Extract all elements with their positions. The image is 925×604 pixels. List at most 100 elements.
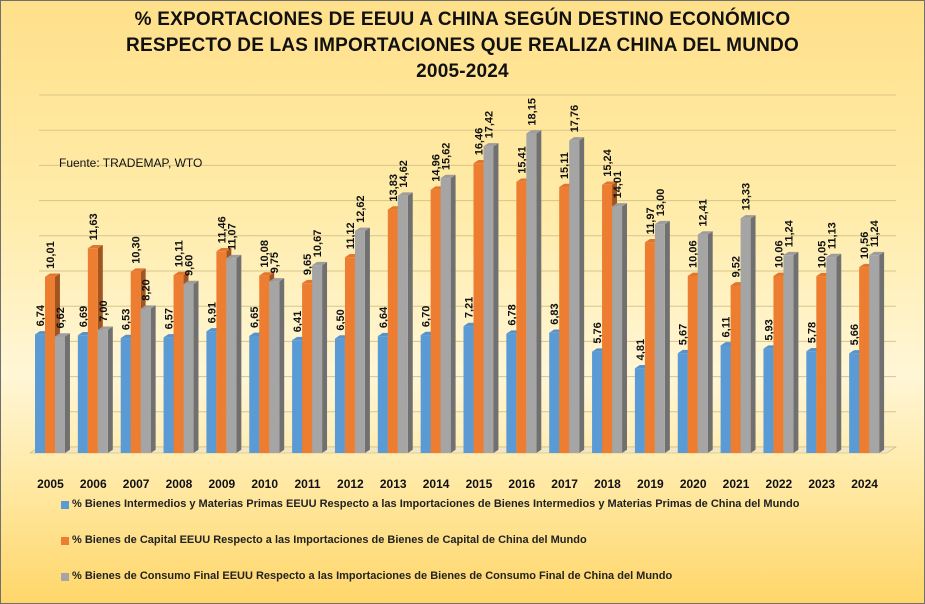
data-label: 11,97	[645, 207, 657, 234]
data-label: 13,33	[741, 183, 753, 211]
x-tick-label: 2023	[808, 477, 835, 491]
bar	[773, 275, 784, 453]
bar	[730, 285, 741, 453]
bar	[463, 326, 474, 453]
legend-swatch-consumer	[61, 573, 69, 581]
data-label: 4,81	[635, 339, 647, 360]
data-label: 5,67	[678, 324, 690, 345]
data-label: 9,65	[302, 254, 314, 275]
bar	[377, 336, 388, 453]
data-label: 14,62	[398, 160, 410, 188]
data-label: 17,42	[484, 111, 496, 139]
data-label: 11,46	[216, 216, 228, 243]
source-note: Fuente: TRADEMAP, WTO	[59, 156, 203, 170]
bar-top	[312, 261, 328, 266]
bar-top	[397, 192, 413, 196]
legend-swatch-capital	[61, 537, 69, 545]
bar	[87, 248, 98, 453]
data-label: 6,62	[55, 307, 67, 328]
bar-top	[87, 245, 103, 249]
bar	[130, 271, 141, 453]
bar	[226, 258, 237, 453]
bar	[173, 275, 184, 453]
data-label: 10,56	[859, 232, 871, 260]
data-label: 6,11	[721, 317, 733, 338]
bar-top	[826, 253, 842, 258]
bar	[163, 337, 174, 453]
bar	[344, 257, 355, 453]
bar	[559, 187, 570, 453]
bar-top	[259, 272, 275, 276]
bar	[302, 283, 313, 453]
data-label: 18,15	[526, 98, 538, 126]
bar	[859, 267, 870, 453]
bar	[654, 224, 665, 453]
data-label: 6,57	[164, 308, 176, 329]
bar-top	[183, 280, 199, 285]
data-label: 5,66	[849, 324, 861, 345]
data-label: 6,78	[506, 304, 518, 325]
bar	[677, 353, 688, 453]
bar-top	[526, 130, 542, 134]
bar	[569, 140, 580, 453]
chart-title-line-2: RESPECTO DE LAS IMPORTACIONES QUE REALIZ…	[126, 35, 799, 56]
x-tick-label: 2006	[80, 477, 107, 491]
bar	[473, 163, 484, 453]
bar-side	[107, 326, 113, 453]
data-label: 9,75	[269, 252, 281, 273]
data-label: 14,01	[612, 171, 624, 199]
data-label: 14,96	[431, 154, 443, 182]
bar-side	[193, 280, 199, 453]
bar	[206, 331, 217, 453]
x-tick-label: 2014	[423, 477, 450, 491]
bar	[55, 336, 65, 453]
bar	[397, 195, 408, 454]
x-tick-label: 2005	[37, 477, 64, 491]
bar-side	[322, 261, 328, 453]
bar	[140, 308, 151, 453]
bar-side	[364, 227, 370, 453]
data-label: 10,06	[773, 240, 785, 268]
x-tick-label: 2008	[166, 477, 193, 491]
data-label: 9,52	[731, 256, 743, 277]
bar-side	[750, 215, 756, 453]
bar	[183, 284, 194, 453]
x-tick-label: 2012	[337, 477, 364, 491]
data-label: 6,53	[121, 309, 133, 330]
legend-item-consumer: % Bienes de Consumo Final EEUU Respecto …	[61, 570, 911, 583]
chart-title-line-1: % EXPORTACIONES DE EEUU A CHINA SEGÚN DE…	[134, 9, 791, 30]
legend-label-consumer: % Bienes de Consumo Final EEUU Respecto …	[72, 570, 673, 582]
data-label: 6,65	[249, 307, 261, 328]
data-label: 6,69	[78, 306, 90, 327]
bar-top	[869, 251, 885, 256]
bar	[612, 206, 623, 453]
bar-top	[569, 137, 585, 141]
bar-top	[130, 268, 146, 272]
bar-side	[150, 305, 156, 453]
bar	[549, 332, 560, 453]
data-label: 6,91	[206, 302, 218, 323]
data-label: 5,76	[592, 322, 604, 343]
bar	[634, 368, 645, 453]
bar	[312, 265, 323, 453]
x-tick-label: 2017	[551, 477, 578, 491]
data-label: 10,11	[174, 240, 186, 267]
data-label: 7,21	[464, 297, 476, 318]
legend-item-capital: % Bienes de Capital EEUU Respecto a las …	[61, 534, 911, 547]
bar	[249, 335, 260, 453]
chart-title-line-3: 2005-2024	[416, 61, 509, 82]
data-label: 12,41	[698, 199, 710, 227]
x-tick-label: 2021	[723, 477, 750, 491]
data-label: 6,64	[378, 306, 390, 328]
bar	[120, 338, 131, 453]
bar-side	[622, 203, 627, 453]
data-label: 15,11	[559, 152, 571, 179]
bar	[334, 338, 345, 453]
bar-top	[354, 227, 370, 231]
bar-top	[440, 174, 456, 179]
data-label: 10,06	[688, 240, 700, 268]
x-tick-label: 2019	[637, 477, 664, 491]
data-label: 10,67	[312, 230, 324, 258]
